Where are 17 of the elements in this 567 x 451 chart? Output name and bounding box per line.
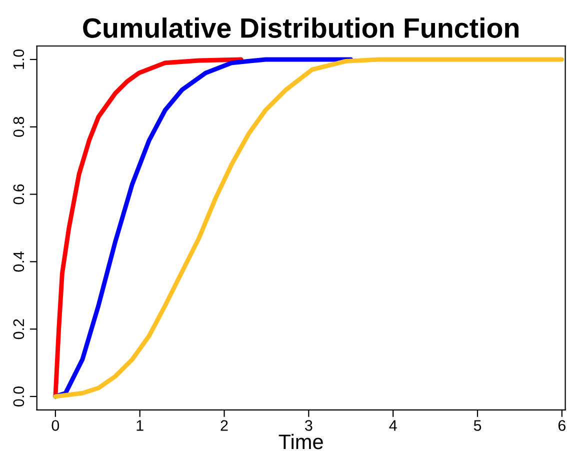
y-tick-label: 0.0: [13, 386, 24, 406]
x-tick-label: 2: [220, 420, 228, 431]
x-tick-label: 4: [389, 420, 397, 431]
line-series: [53, 57, 244, 399]
y-tick-label: 0.4: [13, 252, 24, 272]
x-tick-label: 0: [52, 420, 60, 431]
chart-title: Cumulative Distribution Function: [83, 18, 518, 38]
y-tick-label: 1.0: [13, 49, 24, 69]
x-tick-label: 1: [136, 420, 144, 431]
y-tick-label: 0.6: [13, 184, 24, 204]
x-tick-label: 5: [474, 420, 482, 431]
line-series: [53, 57, 564, 399]
x-axis-title: Time: [278, 434, 323, 450]
x-tick-label: 3: [305, 420, 312, 431]
x-tick-label: 6: [558, 420, 566, 431]
y-tick-label: 0.2: [13, 319, 24, 340]
y-tick-label: 0.8: [13, 116, 24, 137]
